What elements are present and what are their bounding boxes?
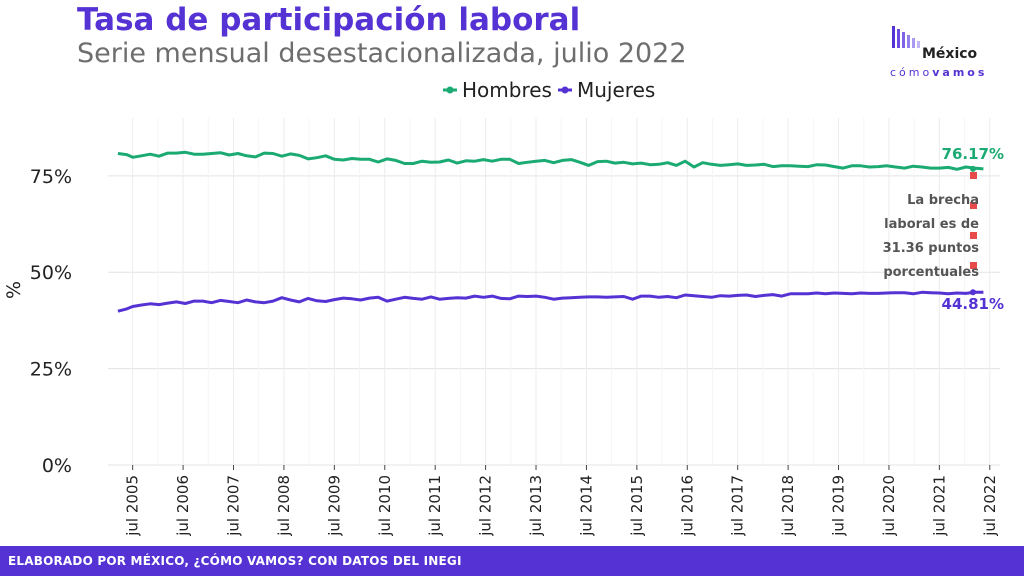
gap-annotation-line: 31.36 puntos [883, 241, 980, 256]
gap-marker [970, 232, 977, 239]
x-tick-label: jul 2006 [174, 475, 192, 537]
logo-subtext-bold: vamos [932, 66, 988, 79]
gap-annotation-line: laboral es de [884, 217, 979, 232]
x-tick-label: jul 2019 [830, 475, 848, 537]
chart-annotations: 76.17% 44.81% La brecha laboral es de 31.36 … [883, 145, 1004, 313]
x-tick-label: jul 2010 [376, 475, 394, 537]
logo-subtext-light: cómo [890, 66, 933, 79]
chart-title: Tasa de participación laboral [77, 2, 581, 38]
gap-annotation-line: porcentuales [883, 265, 979, 280]
chart-grid [108, 118, 1000, 470]
x-tick-label: jul 2013 [527, 475, 545, 537]
gap-annotation-line: La brecha [907, 193, 979, 208]
chart-series [117, 150, 984, 313]
logo-bars-icon [892, 26, 920, 48]
y-tick-label: 25% [30, 359, 72, 381]
footer-text: ELABORADO POR MÉXICO, ¿CÓMO VAMOS? CON D… [8, 554, 462, 568]
gap-marker [970, 172, 977, 179]
mexico-como-vamos-logo: México cómovamos [890, 24, 1000, 84]
x-tick-label: jul 2009 [325, 475, 343, 537]
hombres-end-point [970, 165, 976, 172]
logo-subtext: cómovamos [890, 66, 987, 79]
x-tick-label: jul 2008 [275, 475, 293, 537]
x-tick-label: jul 2012 [477, 475, 495, 537]
mujeres-end-point [970, 289, 976, 296]
x-tick-label: jul 2020 [880, 475, 898, 537]
x-tick-label: jul 2021 [930, 475, 948, 537]
chart-legend: Hombres Mujeres [443, 78, 655, 102]
x-tick-label: jul 2018 [779, 475, 797, 537]
x-tick-label: jul 2014 [577, 475, 595, 537]
chart-subtitle: Serie mensual desestacionalizada, julio … [77, 38, 687, 69]
y-axis-label: % [3, 281, 25, 299]
x-tick-label: jul 2022 [981, 475, 999, 537]
x-tick-label: jul 2005 [124, 475, 142, 537]
x-tick-label: jul 2016 [678, 475, 696, 537]
y-tick-label: 75% [30, 166, 72, 188]
gap-marker [970, 262, 977, 269]
series-line-mujeres [117, 290, 984, 313]
y-tick-label: 50% [30, 262, 72, 284]
footer-bar: ELABORADO POR MÉXICO, ¿CÓMO VAMOS? CON D… [0, 546, 1024, 576]
series-line-hombres [117, 150, 984, 171]
x-tick-label: jul 2015 [628, 475, 646, 537]
y-axis-labels: 0% 25% 50% 75% [30, 166, 72, 477]
y-tick-label: 0% [42, 455, 72, 477]
x-tick-label: jul 2007 [225, 475, 243, 537]
legend-label-hombres: Hombres [462, 78, 552, 102]
hombres-value-label: 76.17% [942, 145, 1004, 163]
legend-marker-mujeres [561, 86, 569, 94]
gap-marker [970, 202, 977, 209]
line-chart: 0%25%50%75% jul 2005 jul 2006 jul 2007 jul … [3, 78, 1004, 537]
x-tick-label: jul 2011 [426, 475, 444, 537]
x-axis-labels: jul 2005 jul 2006 jul 2007 jul 2008 jul 2009… [124, 475, 999, 537]
mujeres-value-label: 44.81% [942, 295, 1004, 313]
x-tick-label: jul 2017 [729, 475, 747, 537]
logo-text: México [922, 46, 978, 62]
legend-label-mujeres: Mujeres [577, 78, 655, 102]
legend-marker-hombres [446, 86, 454, 94]
